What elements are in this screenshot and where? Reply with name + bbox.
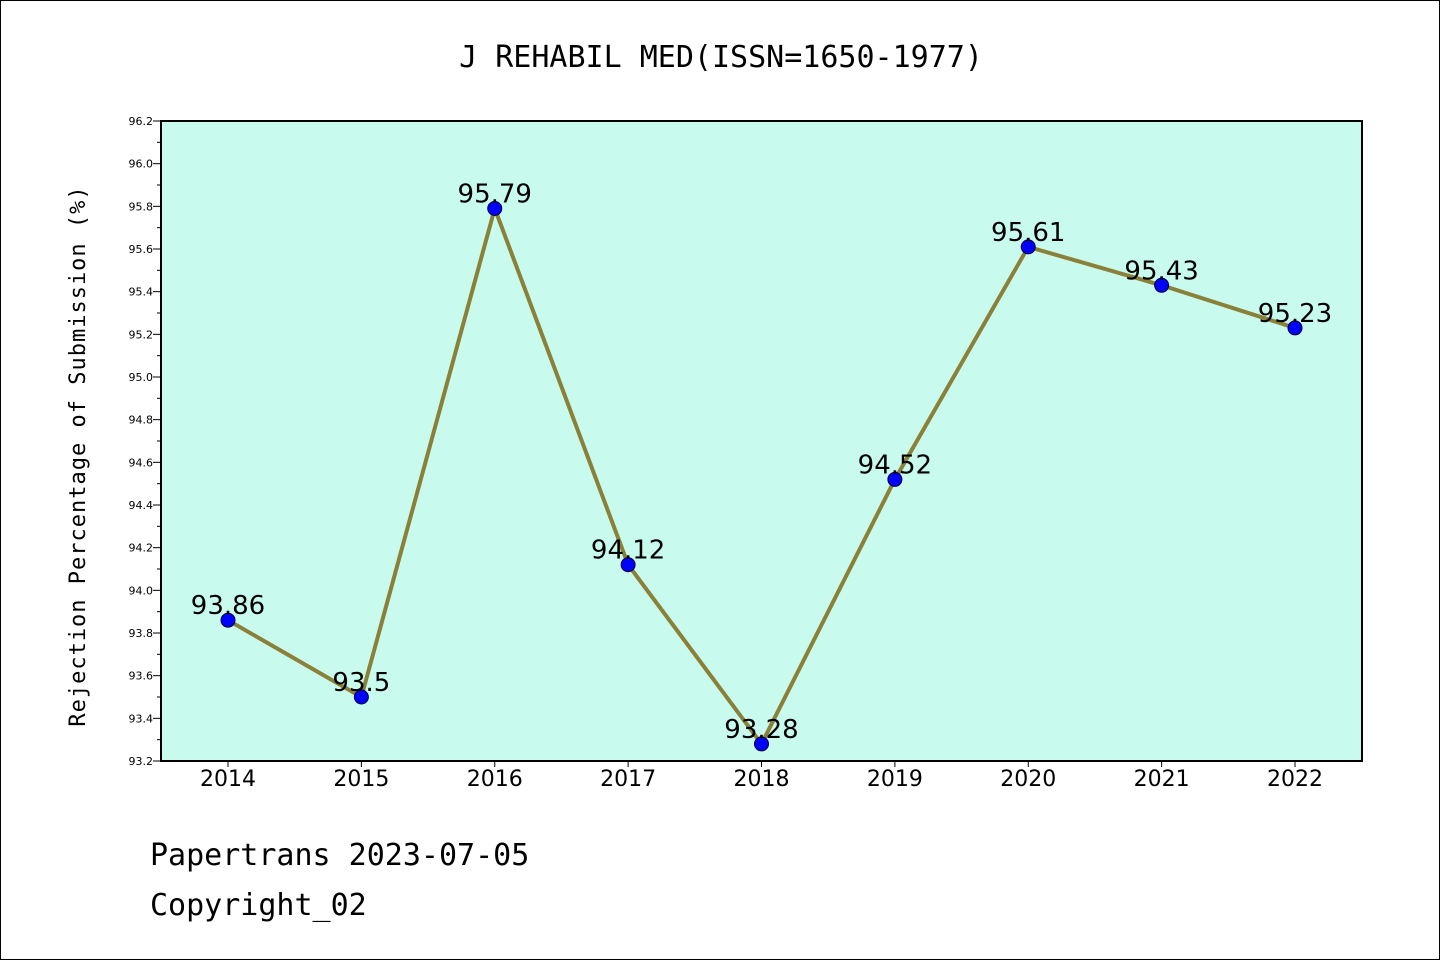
y-tick-label: 95.8	[129, 200, 154, 213]
plot-area	[160, 120, 1363, 762]
y-tick-label: 93.6	[129, 670, 154, 683]
y-axis-label: Rejection Percentage of Submission (%)	[66, 185, 91, 726]
x-tick-label: 2021	[1134, 767, 1190, 792]
y-tick-label: 96.2	[129, 115, 154, 128]
data-point	[487, 200, 503, 216]
data-point	[1287, 320, 1303, 336]
data-point	[353, 689, 369, 705]
chart-title: J REHABIL MED(ISSN=1650-1977)	[459, 40, 983, 75]
data-label: 93.86	[191, 591, 265, 621]
data-labels: 93.86 93.5 95.79 94.12 93.28 94.52 95.61 95.43 9…	[191, 179, 1332, 744]
y-axis-ticks: 93.2 93.4 93.6 93.8 94.0 94.2 94.4 94.6 94.8 95.0…	[129, 115, 161, 768]
y-tick-label: 93.4	[129, 712, 154, 725]
y-tick-label: 94.8	[129, 414, 154, 427]
y-tick-label: 95.6	[129, 243, 154, 256]
y-tick-label: 95.2	[129, 328, 154, 341]
data-point	[220, 612, 236, 628]
y-tick-label: 94.6	[129, 456, 154, 469]
y-tick-label: 95.0	[129, 371, 154, 384]
footer-copyright: Copyright_02	[150, 888, 367, 923]
x-tick-label: 2022	[1267, 767, 1323, 792]
data-label: 93.28	[724, 715, 798, 745]
x-tick-label: 2018	[734, 767, 790, 792]
y-tick-label: 93.8	[129, 627, 154, 640]
y-tick-label: 96.0	[129, 158, 154, 171]
data-point	[754, 736, 769, 752]
y-tick-label: 94.0	[129, 584, 154, 597]
footer-date: Papertrans 2023-07-05	[150, 838, 529, 873]
series-group	[220, 200, 1303, 752]
data-label: 95.79	[458, 179, 532, 209]
x-tick-label: 2019	[867, 767, 923, 792]
data-point	[1020, 239, 1036, 255]
x-tick-label: 2017	[600, 767, 656, 792]
data-label: 94.52	[858, 450, 932, 480]
data-label: 93.5	[332, 668, 390, 698]
data-point	[1154, 277, 1170, 293]
x-tick-label: 2020	[1000, 767, 1056, 792]
x-tick-label: 2014	[200, 767, 256, 792]
x-axis-ticks: 2014 2015 2016 2017 2018 2019 2020 2021 2022	[200, 761, 1323, 792]
x-tick-label: 2015	[333, 767, 389, 792]
data-label: 95.61	[991, 218, 1065, 248]
y-tick-label: 94.2	[129, 542, 154, 555]
data-point	[620, 557, 636, 573]
x-tick-label: 2016	[467, 767, 523, 792]
y-tick-label: 93.2	[129, 755, 154, 768]
data-label: 95.23	[1258, 299, 1332, 329]
y-tick-label: 94.4	[129, 499, 154, 512]
data-label: 94.12	[591, 536, 665, 566]
y-tick-label: 95.4	[129, 286, 154, 299]
data-label: 95.43	[1124, 256, 1198, 286]
data-point	[887, 471, 903, 487]
